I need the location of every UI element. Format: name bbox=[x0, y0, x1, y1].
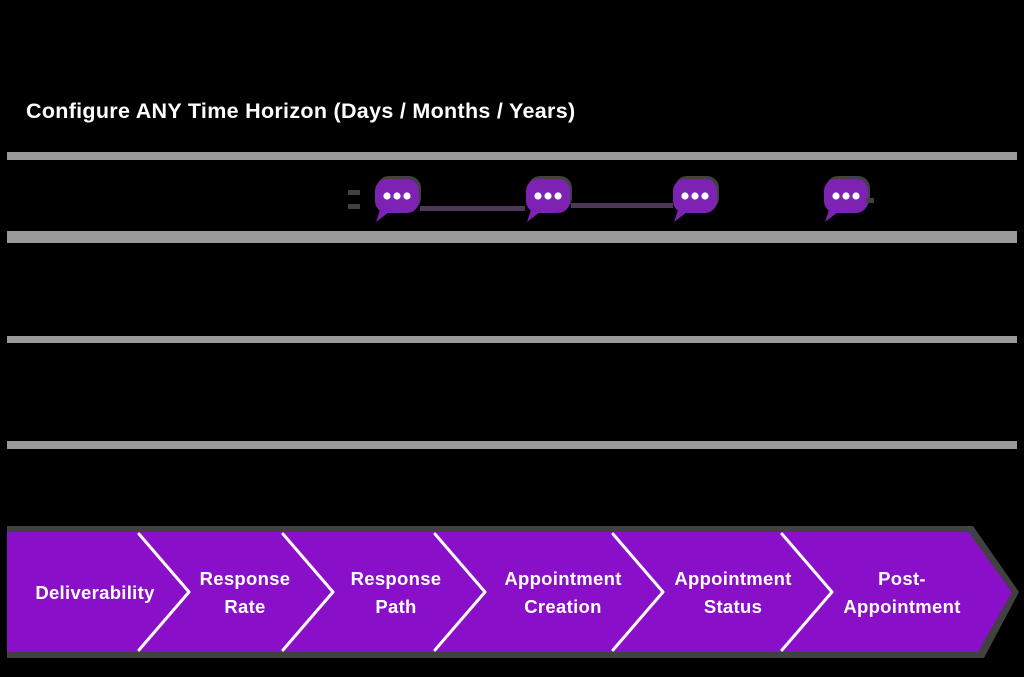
bubble-connector bbox=[420, 206, 525, 211]
connector-stub bbox=[348, 204, 360, 209]
connector-stub bbox=[348, 190, 360, 195]
divider-bar bbox=[7, 336, 1017, 343]
divider-bar bbox=[7, 231, 1017, 243]
chat-dots-icon bbox=[671, 176, 719, 224]
chevron-separator-icon bbox=[281, 532, 335, 652]
chat-dots-icon bbox=[822, 176, 870, 224]
chevron-separator-icon bbox=[780, 532, 834, 652]
bubble-connector bbox=[571, 203, 673, 208]
chat-dots-icon bbox=[373, 176, 421, 224]
chevron-separator-icon bbox=[611, 532, 665, 652]
divider-bar bbox=[7, 152, 1017, 160]
funnel-arrow-banner bbox=[7, 526, 1019, 658]
connector-stub bbox=[866, 198, 874, 203]
right-arrow-banner bbox=[7, 532, 1012, 652]
chevron-separator-icon bbox=[433, 532, 487, 652]
page-title: Configure ANY Time Horizon (Days / Month… bbox=[26, 99, 576, 123]
divider-bar bbox=[7, 441, 1017, 449]
chevron-separator-icon bbox=[137, 532, 191, 652]
chat-dots-icon bbox=[524, 176, 572, 224]
